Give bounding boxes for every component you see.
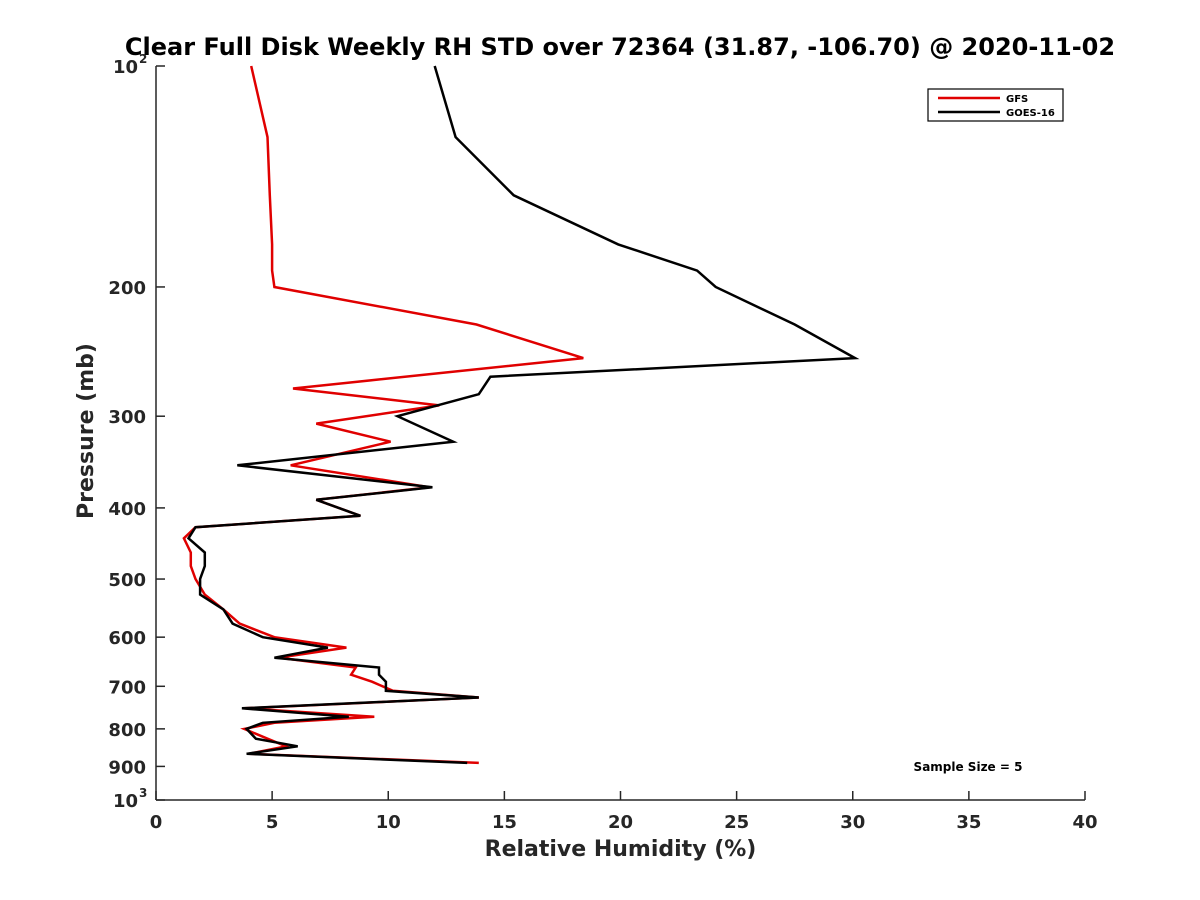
y-tick-exponent: 2	[139, 52, 147, 66]
x-tick-label: 30	[840, 812, 865, 833]
y-tick-label: 900	[108, 757, 146, 778]
y-axis-label: Pressure (mb)	[74, 343, 99, 519]
legend-label: GOES-16	[1006, 108, 1055, 119]
series-lines	[182, 65, 860, 765]
x-tick-label: 40	[1072, 812, 1097, 833]
y-tick-label: 700	[108, 677, 146, 698]
x-axis-label: Relative Humidity (%)	[485, 837, 757, 862]
x-tick-label: 10	[376, 812, 401, 833]
x-tick-label: 35	[956, 812, 981, 833]
y-tick-label: 800	[108, 720, 146, 741]
y-tick-label: 400	[108, 499, 146, 520]
y-tick-label: 500	[108, 570, 146, 591]
x-tick-label: 20	[608, 812, 633, 833]
y-tick-label: 600	[108, 628, 146, 649]
y-tick-label: 10	[113, 791, 138, 812]
x-tick-label: 5	[266, 812, 279, 833]
x-tick-label: 15	[492, 812, 517, 833]
plot-area	[156, 66, 1085, 800]
chart-title: Clear Full Disk Weekly RH STD over 72364…	[125, 33, 1115, 61]
x-axis-ticks: 0 5 10 15 20 25 30 35 40	[150, 791, 1098, 833]
sample-size-annotation: Sample Size = 5	[914, 760, 1023, 774]
series-line-goes-16	[186, 65, 860, 765]
legend: GFS GOES-16	[927, 88, 1064, 122]
y-tick-label: 300	[108, 407, 146, 428]
legend-box	[927, 88, 1064, 122]
y-tick-exponent: 3	[139, 786, 147, 800]
x-tick-label: 0	[150, 812, 163, 833]
legend-label: GFS	[1006, 94, 1028, 105]
x-tick-label: 25	[724, 812, 749, 833]
y-tick-label: 200	[108, 278, 146, 299]
y-tick-label: 10	[113, 57, 138, 78]
